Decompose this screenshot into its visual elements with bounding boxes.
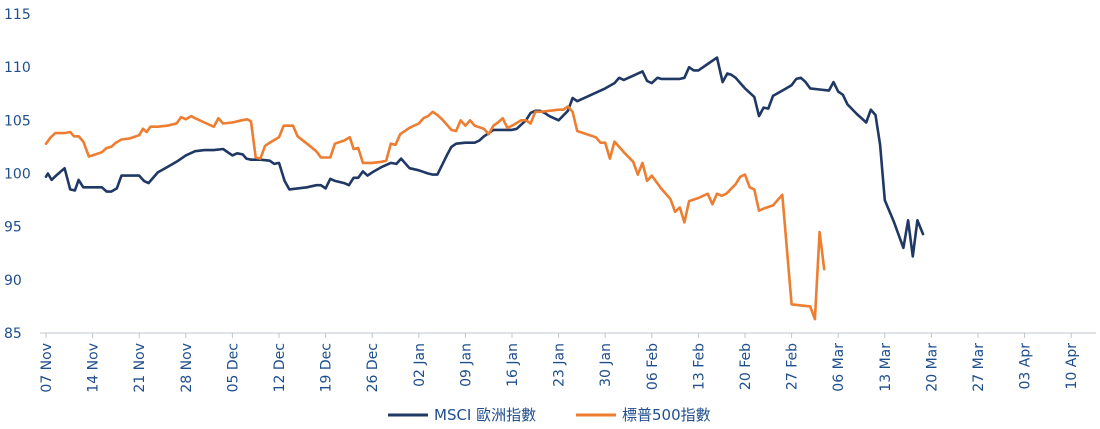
y-tick-label: 85: [4, 326, 22, 342]
x-tick-label: 06 Mar: [831, 343, 847, 392]
x-tick-label: 20 Mar: [924, 343, 940, 392]
x-tick-label: 13 Mar: [878, 343, 894, 392]
y-axis: 85 90 95 100 105 110 115: [4, 7, 31, 342]
plot-lines: [44, 56, 925, 321]
x-axis: 07 Nov 14 Nov 21 Nov 28 Nov 05 Dec 12 Dec 19 D…: [39, 333, 1080, 393]
x-tick-label: 27 Mar: [971, 343, 987, 392]
x-tick-label: 09 Jan: [458, 343, 474, 387]
x-tick-label: 26 Dec: [365, 343, 381, 392]
x-tick-label: 28 Nov: [179, 343, 195, 393]
legend-label-1: MSCI 歐洲指數: [434, 406, 536, 424]
series-line-1: [44, 56, 925, 258]
x-tick-label: 02 Jan: [412, 343, 428, 387]
legend: MSCI 歐洲指數 標普500指數: [388, 406, 711, 424]
y-tick-label: 115: [4, 7, 31, 23]
series-line-2: [44, 105, 826, 321]
x-tick-label: 13 Feb: [691, 343, 707, 390]
legend-label-2: 標普500指數: [622, 406, 711, 424]
x-tick-label: 10 Apr: [1064, 343, 1080, 390]
x-tick-label: 16 Jan: [505, 343, 521, 387]
y-tick-label: 90: [4, 273, 22, 289]
x-tick-label: 12 Dec: [272, 343, 288, 392]
x-tick-label: 05 Dec: [225, 343, 241, 392]
x-tick-label: 14 Nov: [86, 343, 102, 393]
x-tick-label: 03 Apr: [1018, 343, 1034, 390]
y-tick-label: 100: [4, 167, 31, 183]
y-tick-label: 110: [4, 60, 31, 76]
y-tick-label: 95: [4, 220, 22, 236]
x-tick-label: 23 Jan: [552, 343, 568, 387]
x-tick-label: 07 Nov: [39, 343, 55, 393]
x-tick-label: 30 Jan: [598, 343, 614, 387]
x-tick-label: 21 Nov: [132, 343, 148, 393]
x-tick-label: 27 Feb: [785, 343, 801, 390]
x-tick-label: 06 Feb: [645, 343, 661, 390]
x-tick-label: 19 Dec: [319, 343, 335, 392]
y-tick-label: 105: [4, 113, 31, 129]
x-tick-label: 20 Feb: [738, 343, 754, 390]
